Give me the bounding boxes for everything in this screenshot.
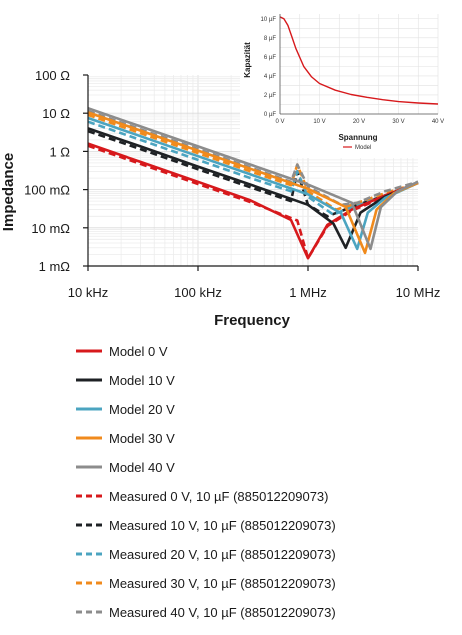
series-line-model-4 xyxy=(87,106,419,251)
inset-y-tick-label: 4 µF xyxy=(264,74,276,80)
main-x-tick-label: 10 kHz xyxy=(68,285,108,300)
inset-y-axis-label: Kapazität xyxy=(243,42,252,78)
series-line-measured-7 xyxy=(87,120,419,216)
inset-x-axis-label: Spannung xyxy=(338,133,377,142)
series-line-measured-9 xyxy=(87,109,419,207)
inset-y-tick-label: 2 µF xyxy=(264,93,276,99)
main-y-tick-label: 10 Ω xyxy=(42,106,70,121)
legend-label: Measured 30 V, 10 µF (885012209073) xyxy=(109,576,336,591)
series-line-model-2 xyxy=(87,116,419,251)
inset-x-tick-label: 0 V xyxy=(275,119,284,125)
main-x-tick-label: 10 MHz xyxy=(396,285,441,300)
series-line-model-1 xyxy=(87,127,419,250)
main-y-tick-label: 1 mΩ xyxy=(39,259,71,274)
inset-y-tick-label: 6 µF xyxy=(264,55,276,61)
inset-series-line-model xyxy=(279,16,439,105)
main-x-tick-label: 100 kHz xyxy=(174,285,222,300)
inset-y-tick-label: 8 µF xyxy=(264,36,276,42)
main-legend: Model 0 V Model 10 V Model 20 V Model 30 V M… xyxy=(76,344,336,620)
inset-capacitance-chart: 0 V 10 V 20 V 30 V 40 V 0 µF 2 µF 4 µF 6 µF 8 µF 1… xyxy=(240,3,446,158)
main-y-tick-label: 1 Ω xyxy=(49,144,70,159)
inset-y-tick-label: 10 µF xyxy=(261,17,277,23)
inset-tick-labels: 0 V 10 V 20 V 30 V 40 V 0 µF 2 µF 4 µF 6 µF 8 µF 1… xyxy=(261,17,445,125)
inset-x-tick-label: 40 V xyxy=(432,119,444,125)
main-plot-tick-labels: 10 kHz 100 kHz 1 MHz 10 MHz 100 Ω 10 Ω 1 Ω 100 … xyxy=(24,68,440,300)
main-plot-series xyxy=(87,106,419,260)
legend-label: Measured 0 V, 10 µF (885012209073) xyxy=(109,489,329,504)
main-y-tick-label: 10 mΩ xyxy=(31,221,70,236)
legend-label: Measured 40 V, 10 µF (885012209073) xyxy=(109,605,336,620)
inset-x-tick-label: 20 V xyxy=(353,119,365,125)
legend-label: Model 10 V xyxy=(109,373,175,388)
inset-legend-label: Model xyxy=(355,145,371,151)
series-line-model-0 xyxy=(87,142,419,260)
legend-label: Model 20 V xyxy=(109,402,175,417)
legend-label: Measured 10 V, 10 µF (885012209073) xyxy=(109,518,336,533)
inset-x-tick-label: 30 V xyxy=(392,119,404,125)
legend-label: Model 0 V xyxy=(109,344,168,359)
legend-label: Model 40 V xyxy=(109,460,175,475)
main-y-tick-label: 100 mΩ xyxy=(24,183,70,198)
inset-legend: Model xyxy=(343,145,371,151)
main-y-axis-label: Impedance xyxy=(0,153,17,231)
inset-axes xyxy=(279,14,438,115)
legend-label: Model 30 V xyxy=(109,431,175,446)
main-y-tick-label: 100 Ω xyxy=(35,68,70,83)
main-x-tick-label: 1 MHz xyxy=(289,285,327,300)
legend-label: Measured 20 V, 10 µF (885012209073) xyxy=(109,547,336,562)
inset-series xyxy=(279,16,439,105)
inset-y-tick-label: 0 µF xyxy=(264,112,276,118)
main-x-axis-label: Frequency xyxy=(214,312,291,329)
inset-background xyxy=(240,3,446,158)
inset-x-tick-label: 10 V xyxy=(313,119,325,125)
main-plot-axes xyxy=(83,74,419,271)
